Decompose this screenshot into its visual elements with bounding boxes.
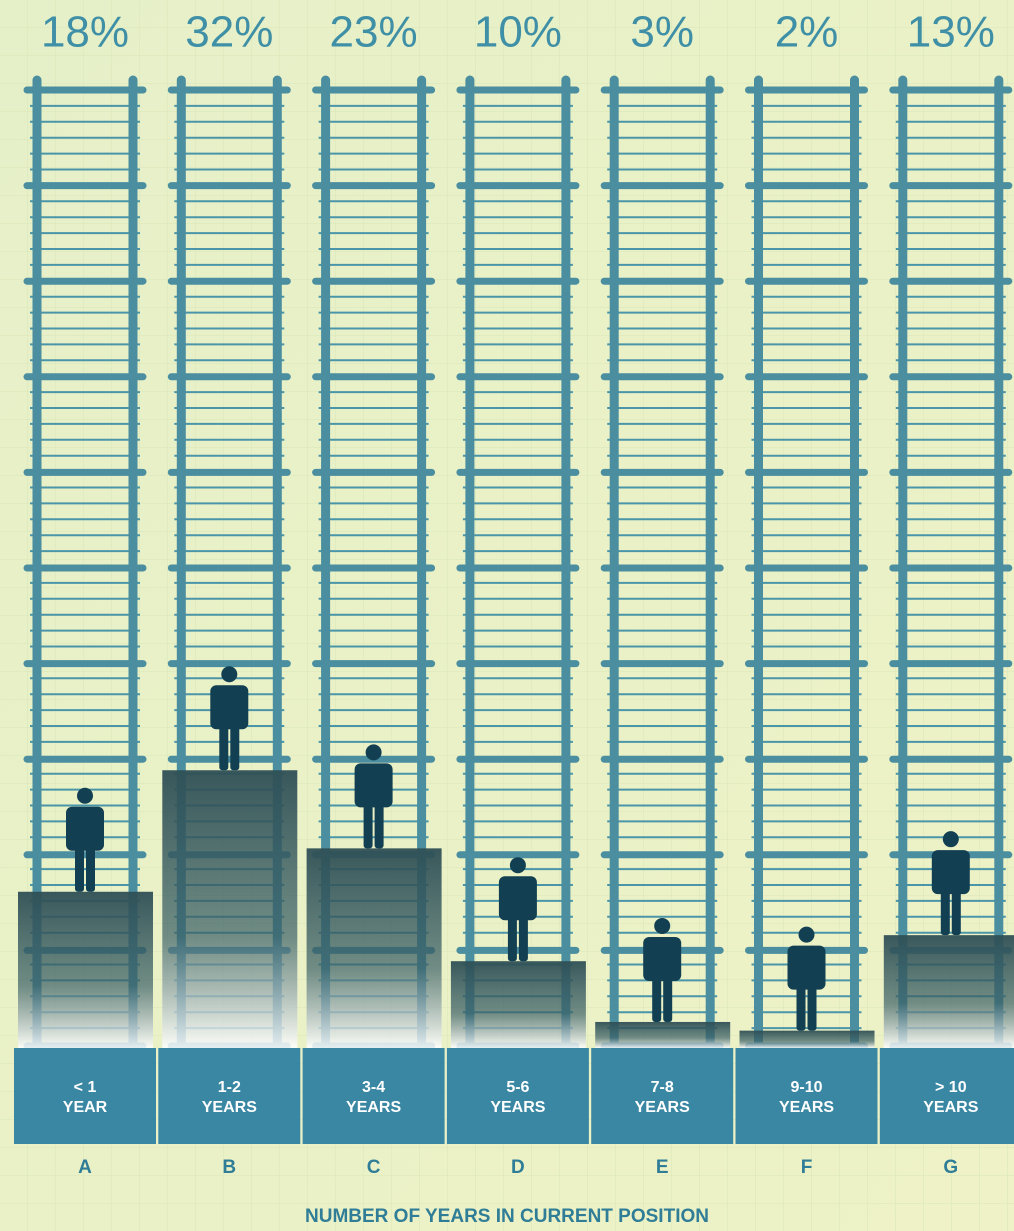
bar <box>595 1021 731 1048</box>
category-code: G <box>943 1157 958 1178</box>
person-icon <box>787 926 826 1031</box>
value-label: 32% <box>185 8 273 57</box>
person-head <box>654 917 671 934</box>
value-label: 13% <box>907 8 995 57</box>
value-label: 23% <box>330 8 418 57</box>
category-code: D <box>511 1157 525 1178</box>
person-leg <box>75 846 84 892</box>
person-leg <box>363 803 373 849</box>
category-code: F <box>801 1157 813 1178</box>
person-head <box>509 857 526 874</box>
person-leg <box>518 916 528 962</box>
bars: 18% < 1 YEAR A 32% 1-2 YEARS B 23% 3-4 YEARS C 10% 5-… <box>14 8 1014 1178</box>
category-box <box>14 1048 156 1144</box>
category-code: B <box>222 1157 236 1178</box>
person-body <box>498 876 537 921</box>
person-leg <box>663 976 673 1022</box>
value-label: 3% <box>630 8 694 57</box>
person-head <box>221 666 238 683</box>
bar <box>450 961 586 1048</box>
person-leg <box>652 976 662 1022</box>
person-leg <box>807 985 817 1031</box>
bar <box>883 935 1014 1048</box>
person-body <box>354 763 393 808</box>
person-leg <box>374 803 384 849</box>
x-tick-label: < 1 YEAR <box>63 1079 108 1116</box>
person-leg <box>940 890 950 936</box>
person-icon <box>643 917 682 1022</box>
bar <box>739 1030 875 1048</box>
x-axis-title: NUMBER OF YEARS IN CURRENT POSITION <box>305 1206 709 1227</box>
person-body <box>787 945 826 990</box>
category-box <box>879 1048 1014 1144</box>
x-tick-label: 3-4 YEARS <box>346 1079 401 1116</box>
category-code: E <box>656 1157 669 1178</box>
category-code: A <box>78 1157 92 1178</box>
person-leg <box>86 846 95 892</box>
bar <box>306 848 442 1048</box>
person-leg <box>219 725 229 771</box>
category-box <box>446 1048 589 1144</box>
x-tick-label: 9-10 YEARS <box>779 1079 834 1116</box>
value-label: 2% <box>775 8 839 57</box>
x-tick-label: 7-8 YEARS <box>635 1079 690 1116</box>
person-body <box>931 850 970 895</box>
category-box <box>158 1048 301 1144</box>
person-icon <box>66 787 104 892</box>
person-head <box>942 831 959 848</box>
person-leg <box>507 916 517 962</box>
person-icon <box>931 831 970 936</box>
person-leg <box>796 985 806 1031</box>
ladder <box>600 75 724 1063</box>
value-label: 18% <box>41 8 129 57</box>
category-code: C <box>367 1157 381 1178</box>
x-tick-label: 1-2 YEARS <box>202 1079 257 1116</box>
person-icon <box>354 744 393 849</box>
ladder <box>745 75 868 1063</box>
person-body <box>210 685 249 730</box>
person-leg <box>951 890 961 936</box>
person-body <box>643 936 682 981</box>
person-head <box>365 744 382 761</box>
person-icon <box>498 857 537 962</box>
person-body <box>66 806 104 851</box>
person-head <box>77 787 93 804</box>
bar <box>162 770 298 1048</box>
bar <box>18 891 153 1048</box>
person-icon <box>210 666 249 771</box>
person-head <box>798 926 815 943</box>
category-box <box>735 1048 878 1144</box>
person-leg <box>230 725 240 771</box>
x-tick-label: > 10 YEARS <box>923 1079 978 1116</box>
value-label: 10% <box>474 8 562 57</box>
category-box <box>591 1048 734 1144</box>
category-box <box>302 1048 445 1144</box>
x-tick-label: 5-6 YEARS <box>490 1079 545 1116</box>
ladder <box>456 75 580 1063</box>
